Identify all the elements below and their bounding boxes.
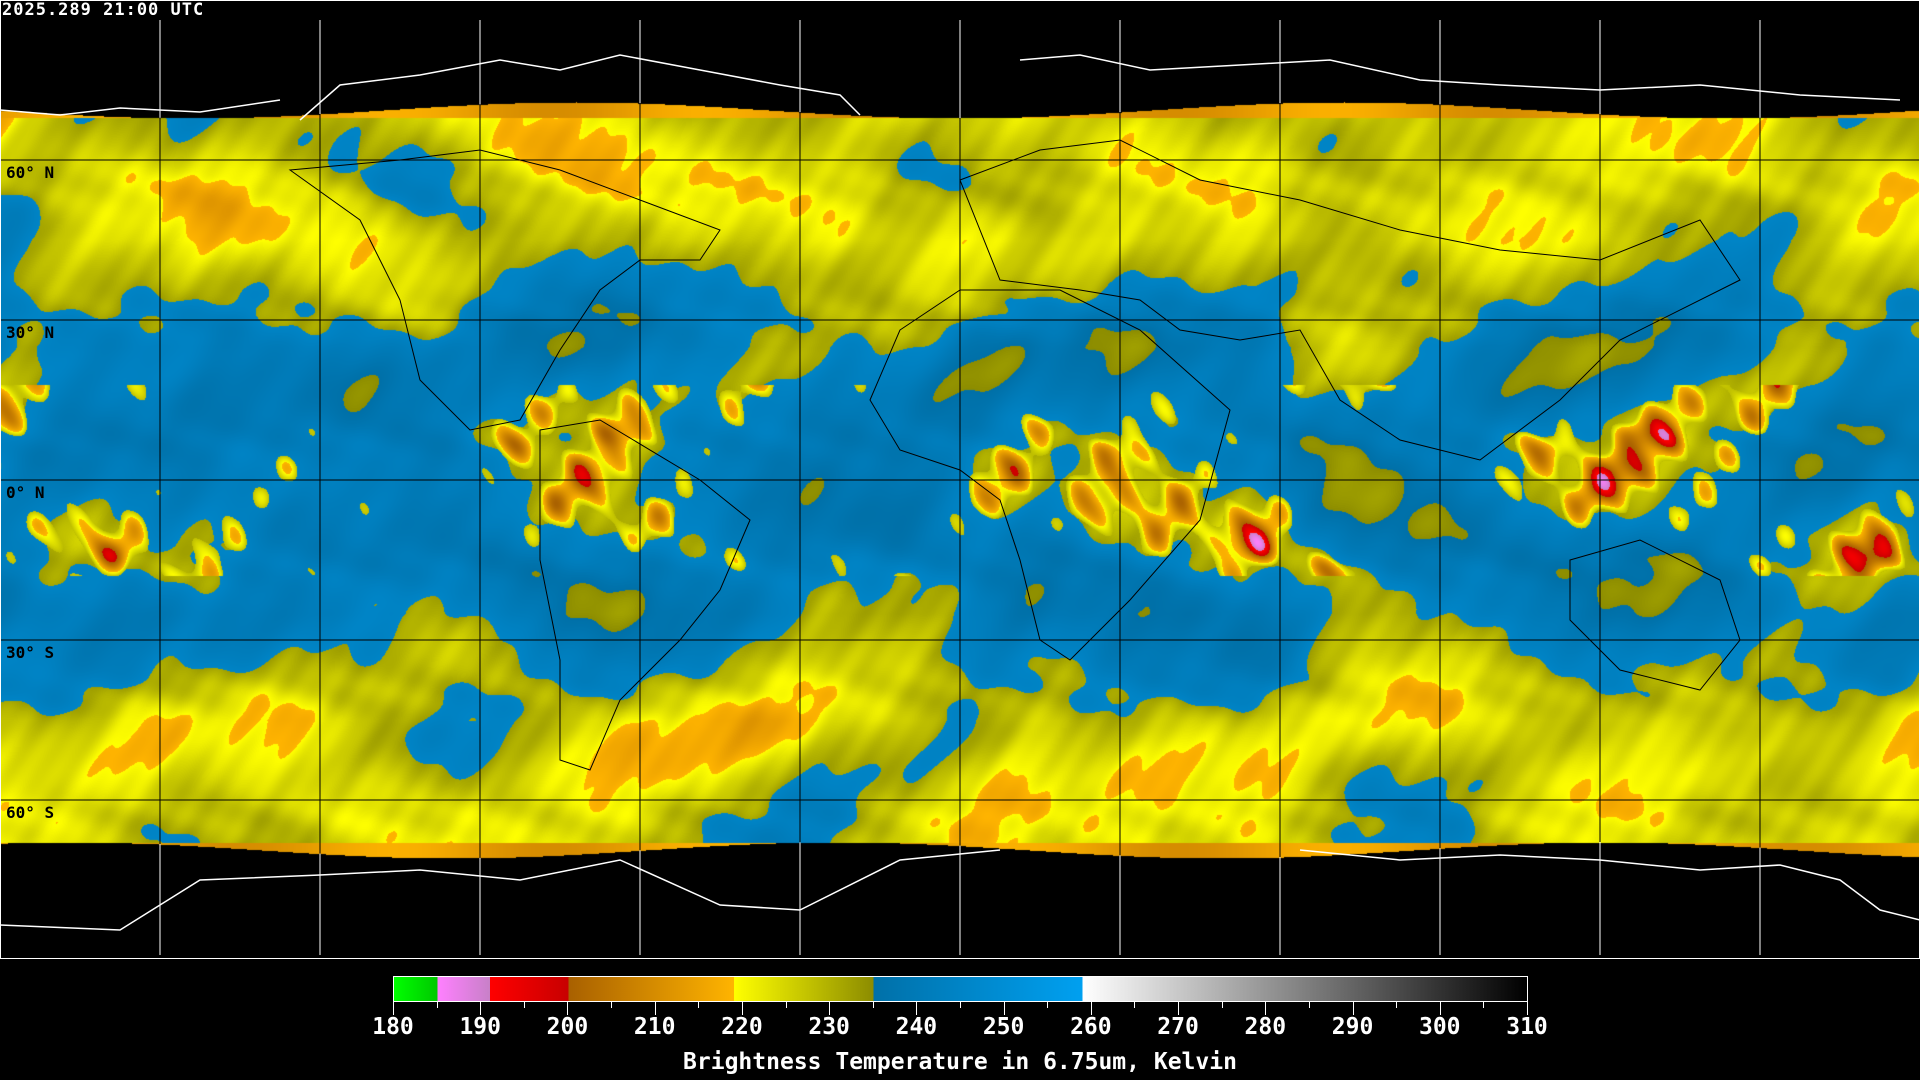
- colorbar-tick: [523, 1002, 525, 1008]
- colorbar-tick: [654, 1002, 656, 1015]
- colorbar-tick: [698, 1002, 700, 1008]
- colorbar-tick: [1308, 1002, 1310, 1008]
- colorbar-tick: [785, 1002, 787, 1008]
- colorbar: [393, 976, 1528, 1002]
- colorbar-tick: [1439, 1002, 1441, 1015]
- colorbar-tick-label: 220: [721, 1014, 763, 1040]
- colorbar-tick-label: 200: [546, 1014, 589, 1040]
- colorbar-tick: [1527, 1002, 1528, 1015]
- lat-label-60n: 60° N: [6, 163, 55, 182]
- coastline: [959, 139, 1741, 461]
- colorbar-tick: [829, 1002, 831, 1015]
- colorbar-tick: [1396, 1002, 1398, 1008]
- timestamp: 2025.289 21:00 UTC: [2, 0, 205, 20]
- colorbar-tick: [1178, 1002, 1180, 1015]
- colorbar-tick: [1265, 1002, 1267, 1015]
- colorbar-tick: [741, 1002, 743, 1015]
- colorbar-tick: [436, 1002, 438, 1008]
- coastline: [869, 289, 1231, 661]
- colorbar-tick-label: 290: [1331, 1014, 1374, 1040]
- colorbar-tick-label: 230: [808, 1014, 850, 1040]
- colorbar-tick-label: 280: [1244, 1014, 1287, 1040]
- colorbar-title: Brightness Temperature in 6.75um, Kelvin: [683, 1049, 1237, 1075]
- colorbar-tick-label: 300: [1418, 1014, 1461, 1040]
- colorbar-tick: [480, 1002, 482, 1015]
- lat-label-30s: 30° S: [6, 643, 55, 662]
- colorbar-tick: [1352, 1002, 1354, 1015]
- colorbar-tick-label: 210: [633, 1014, 676, 1040]
- colorbar-tick: [567, 1002, 569, 1015]
- colorbar-tick: [1483, 1002, 1485, 1008]
- colorbar-tick: [393, 1002, 394, 1015]
- colorbar-ticks: [393, 1002, 1528, 1016]
- colorbar-tick-label: 180: [372, 1014, 414, 1040]
- colorbar-tick: [1090, 1002, 1092, 1015]
- polar-coastline: [1019, 54, 1901, 101]
- colorbar-tick: [1003, 1002, 1005, 1015]
- coastline: [1569, 539, 1741, 691]
- colorbar-tick-label: 190: [459, 1014, 501, 1040]
- colorbar-tick-label: 310: [1506, 1014, 1548, 1040]
- colorbar-tick: [1134, 1002, 1136, 1008]
- lat-label-0: 0° N: [6, 483, 45, 502]
- lat-label-30n: 30° N: [6, 323, 55, 342]
- colorbar-tick-label: 270: [1157, 1014, 1199, 1040]
- colorbar-tick: [611, 1002, 613, 1008]
- colorbar-tick: [1047, 1002, 1049, 1008]
- colorbar-tick: [960, 1002, 961, 1008]
- coastline: [288, 149, 721, 431]
- polar-coastline: [0, 99, 281, 116]
- colorbar-tick: [1221, 1002, 1223, 1008]
- lat-label-60s: 60° S: [6, 803, 55, 822]
- satellite-water-vapor-map: 2025.289 21:00 UTC 60° N 30° N 0° N 30° …: [0, 0, 1920, 960]
- colorbar-tick-label: 250: [982, 1014, 1025, 1040]
- coastline: [539, 419, 751, 771]
- colorbar-tick: [916, 1002, 918, 1015]
- polar-coastline: [1299, 849, 1920, 921]
- polar-coastline: [299, 54, 861, 121]
- colorbar-tick: [872, 1002, 874, 1008]
- lat-lon-grid: [0, 0, 1920, 960]
- colorbar-tick-label: 240: [895, 1014, 938, 1040]
- polar-coastline: [0, 849, 1001, 931]
- colorbar-tick-label: 260: [1070, 1014, 1112, 1040]
